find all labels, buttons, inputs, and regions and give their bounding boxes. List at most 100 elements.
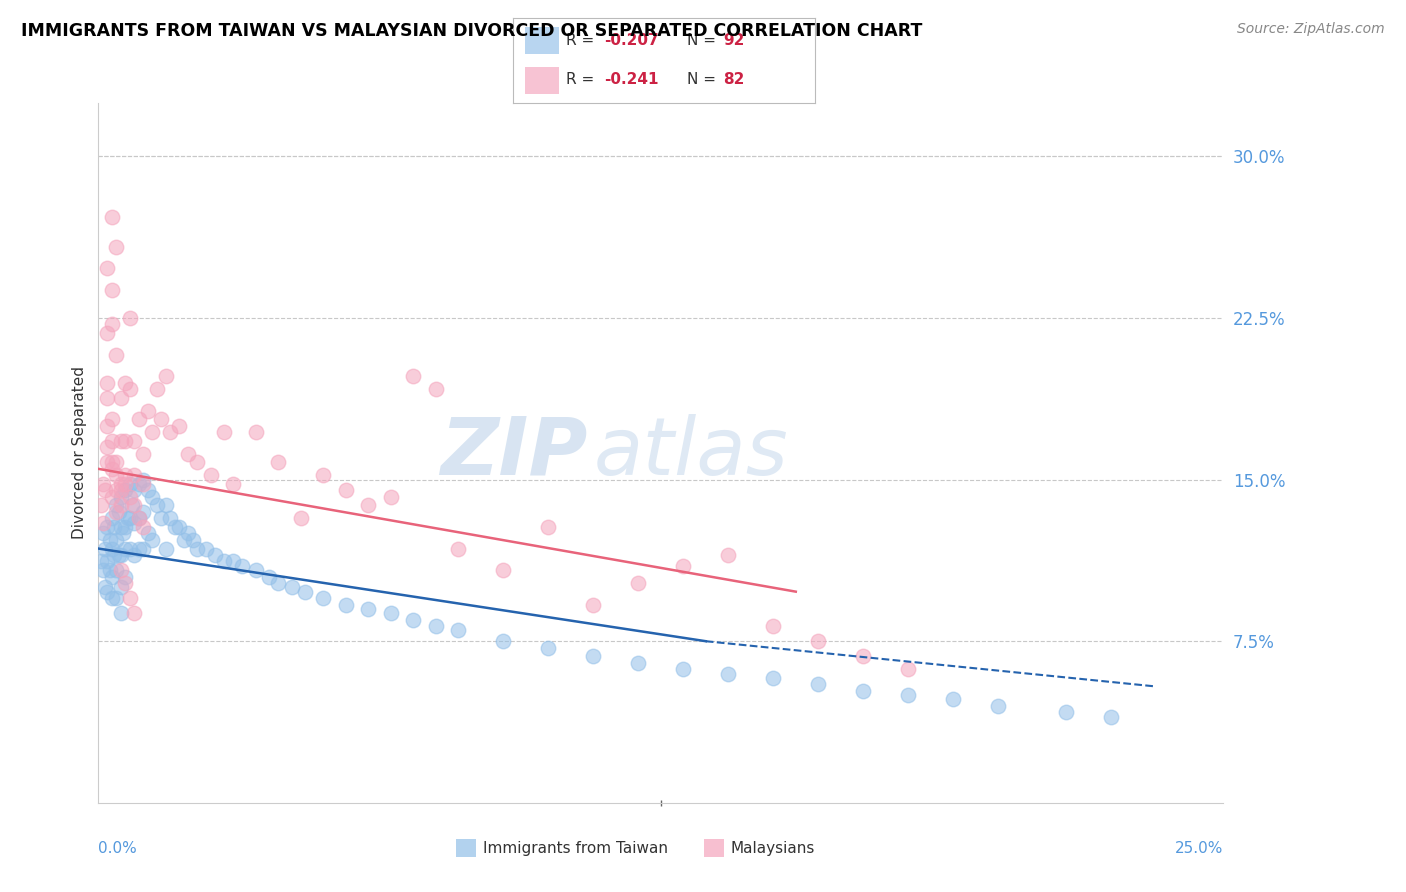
Point: [380, 606, 402, 620]
Point: [150, 511, 173, 525]
Point: [91, 516, 114, 530]
Point: [447, 541, 470, 556]
Point: [101, 434, 124, 448]
Point: [96, 440, 118, 454]
Point: [492, 634, 515, 648]
Text: 82: 82: [723, 71, 745, 87]
Point: [159, 511, 181, 525]
Point: [402, 613, 425, 627]
Point: [114, 477, 136, 491]
Point: [110, 580, 132, 594]
Point: [181, 533, 204, 547]
Point: [146, 382, 169, 396]
Point: [114, 376, 136, 390]
Point: [281, 580, 304, 594]
Point: [110, 606, 132, 620]
Text: 25.0%: 25.0%: [1175, 841, 1223, 856]
Point: [290, 511, 312, 525]
Point: [98, 533, 121, 547]
Point: [128, 477, 150, 491]
Point: [425, 619, 447, 633]
Point: [105, 505, 128, 519]
Point: [177, 526, 200, 541]
Point: [335, 483, 357, 498]
Point: [132, 505, 155, 519]
Point: [897, 688, 920, 702]
Point: [105, 533, 128, 547]
Point: [136, 403, 159, 417]
Y-axis label: Divorced or Separated: Divorced or Separated: [72, 367, 87, 539]
Point: [245, 563, 267, 577]
Point: [96, 326, 118, 340]
Point: [110, 434, 132, 448]
Point: [717, 666, 740, 681]
Point: [807, 634, 830, 648]
Point: [762, 671, 785, 685]
Point: [110, 477, 132, 491]
Point: [124, 434, 146, 448]
Point: [222, 477, 245, 491]
Point: [124, 548, 146, 562]
Point: [132, 447, 155, 461]
Point: [163, 520, 186, 534]
Point: [136, 483, 159, 498]
Point: [537, 640, 560, 655]
Point: [114, 434, 136, 448]
Point: [312, 468, 335, 483]
Point: [132, 541, 155, 556]
Point: [101, 462, 124, 476]
Point: [118, 541, 141, 556]
Point: [118, 591, 141, 606]
Point: [294, 584, 316, 599]
Point: [155, 499, 177, 513]
Text: R =: R =: [567, 71, 599, 87]
Point: [96, 554, 118, 568]
Point: [117, 511, 139, 525]
Point: [101, 210, 124, 224]
Point: [105, 348, 128, 362]
Point: [105, 483, 128, 498]
Point: [582, 598, 605, 612]
Text: Immigrants from Taiwan: Immigrants from Taiwan: [484, 841, 668, 855]
Text: -0.207: -0.207: [605, 33, 658, 48]
Point: [96, 376, 118, 390]
Point: [91, 563, 114, 577]
Text: -0.241: -0.241: [605, 71, 658, 87]
Point: [94, 580, 117, 594]
Point: [94, 483, 117, 498]
Point: [942, 692, 965, 706]
Point: [107, 548, 129, 562]
Point: [110, 548, 132, 562]
Point: [335, 598, 357, 612]
FancyBboxPatch shape: [703, 839, 724, 857]
Point: [90, 554, 112, 568]
Point: [169, 520, 191, 534]
Point: [132, 520, 155, 534]
Point: [762, 619, 785, 633]
Point: [357, 499, 380, 513]
Point: [425, 382, 447, 396]
Point: [146, 499, 169, 513]
Point: [155, 369, 177, 384]
Point: [447, 624, 470, 638]
Point: [128, 511, 150, 525]
Point: [672, 558, 695, 573]
Point: [141, 533, 163, 547]
Point: [105, 468, 128, 483]
Point: [124, 468, 146, 483]
Point: [717, 548, 740, 562]
Point: [101, 591, 124, 606]
Point: [112, 526, 135, 541]
Point: [101, 455, 124, 469]
Point: [124, 483, 146, 498]
Point: [259, 569, 281, 583]
Text: ZIP: ZIP: [440, 414, 588, 491]
Point: [94, 541, 117, 556]
Point: [96, 520, 118, 534]
Point: [128, 412, 150, 426]
Point: [105, 563, 128, 577]
Point: [105, 240, 128, 254]
Point: [96, 455, 118, 469]
Point: [627, 656, 650, 670]
Point: [186, 541, 208, 556]
